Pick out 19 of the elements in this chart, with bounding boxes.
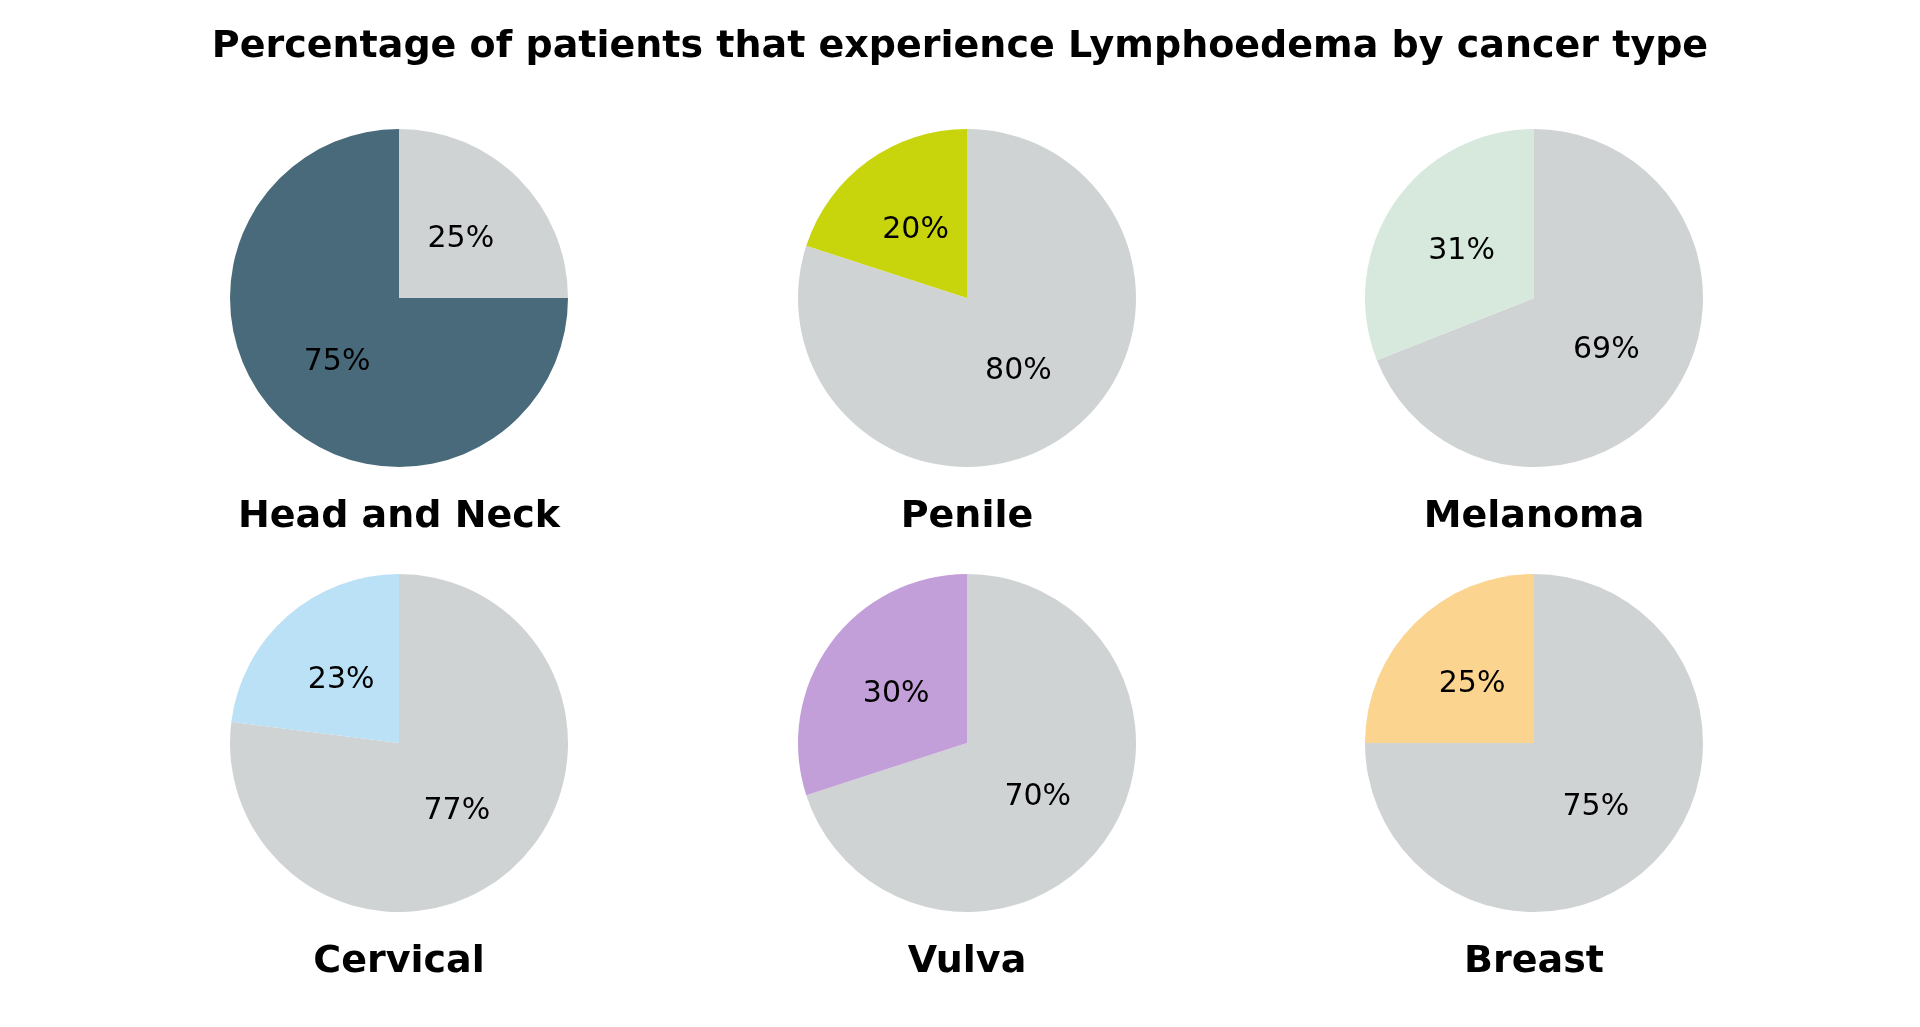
data-label: 31% — [1428, 231, 1495, 267]
data-label: 23% — [307, 659, 375, 695]
data-label: 69% — [1573, 329, 1640, 365]
data-label: 70% — [1004, 776, 1072, 812]
data-label: 80% — [985, 351, 1052, 387]
data-label: 25% — [1438, 663, 1506, 699]
data-label: 75% — [303, 342, 371, 378]
text: Breast — [1464, 937, 1604, 981]
text: Head and Neck — [237, 492, 561, 536]
data-label: 20% — [882, 209, 949, 245]
data-label: 75% — [1562, 787, 1630, 823]
data-label: 77% — [423, 791, 491, 827]
text: Percentage of patients that experience Lymphoedema by cancer type — [210, 22, 1710, 66]
text: Vulva — [907, 937, 1027, 981]
text: Melanoma — [1423, 492, 1645, 536]
text: Cervical — [313, 937, 485, 981]
data-label: 25% — [427, 218, 495, 254]
data-label: 30% — [862, 674, 930, 710]
text: Penile — [900, 492, 1034, 536]
